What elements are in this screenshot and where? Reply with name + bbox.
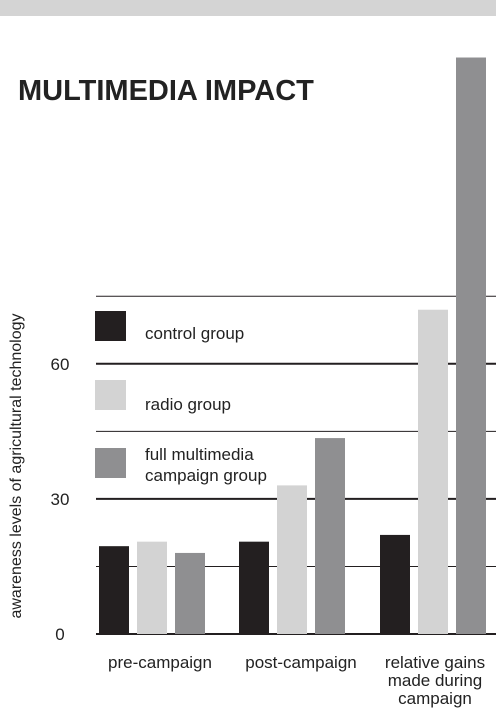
x-tick-label-1-line-1: pre-campaign [108, 653, 212, 672]
bar-2-series-2 [277, 485, 307, 634]
bar-3-series-2 [418, 309, 448, 634]
bars [99, 57, 486, 634]
y-axis-label: awareness levels of agricultural technol… [8, 313, 25, 618]
x-tick-label-3-line-2: made during [388, 671, 483, 690]
legend-swatch-1 [95, 311, 126, 341]
legend-label-3-line-2: campaign group [145, 466, 267, 485]
chart-title: MULTIMEDIA IMPACT [18, 75, 314, 107]
x-tick-label-3-line-3: campaign [398, 689, 472, 708]
legend-swatch-2 [95, 380, 126, 410]
legend-swatch-3 [95, 448, 126, 478]
legend-label-3-line-1: full multimedia [145, 445, 254, 464]
y-tick-label-60: 60 [51, 355, 70, 374]
x-tick-labels: pre-campaign post-campaign relative gainsm… [108, 653, 485, 708]
bar-2-series-3 [315, 438, 345, 634]
legend-label-2-line-1: radio group [145, 395, 231, 414]
legend: control group radio group full multimedia c… [95, 311, 267, 485]
bar-3-series-3 [456, 57, 486, 634]
bar-3-series-1 [380, 534, 410, 634]
x-tick-label-2-line-1: post-campaign [245, 653, 357, 672]
legend-label-1-line-1: control group [145, 324, 244, 343]
bar-1-series-1 [99, 546, 129, 634]
x-tick-label-3-line-1: relative gains [385, 653, 485, 672]
bar-2-series-1 [239, 541, 269, 634]
y-tick-label-30: 30 [51, 490, 70, 509]
top-band [0, 0, 496, 16]
bar-1-series-2 [137, 541, 167, 634]
bar-1-series-3 [175, 552, 205, 634]
y-tick-label-0: 0 [55, 625, 64, 644]
y-ticks: 0 30 60 [51, 355, 70, 644]
